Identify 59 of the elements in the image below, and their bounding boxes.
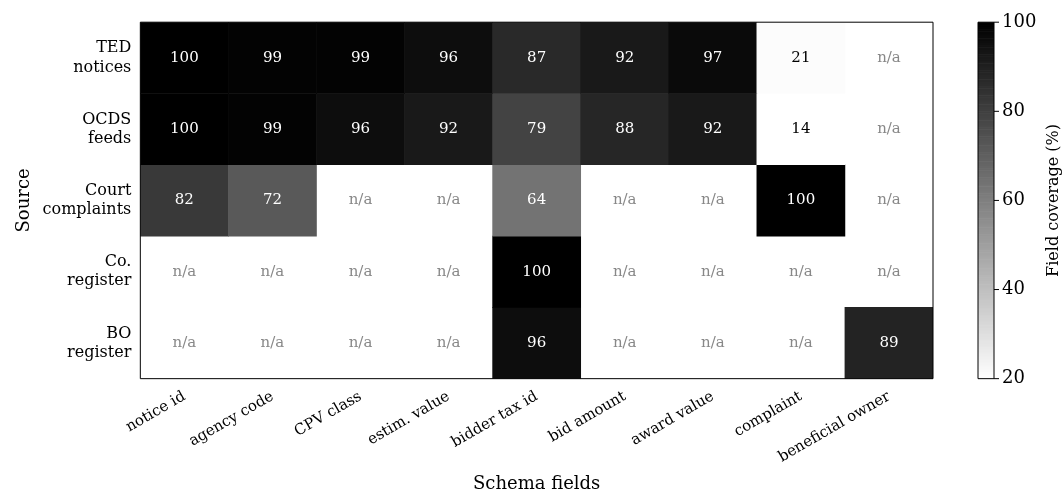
color-bar-label: 60: [1002, 188, 1025, 210]
data-label: 72: [262, 190, 282, 209]
data-label: 100: [170, 119, 199, 138]
color-bar-label: 100: [1002, 9, 1037, 31]
text: n/a: [877, 119, 901, 138]
data-label: 99: [262, 119, 282, 138]
data-label: 96: [350, 119, 371, 138]
y-tick-label: OCDS feeds: [82, 108, 132, 147]
text: n/a: [789, 261, 813, 280]
data-label: 88: [615, 119, 635, 138]
text: n/a: [348, 332, 373, 351]
text: n/a: [260, 261, 285, 280]
text: n/a: [612, 190, 637, 209]
text: n/a: [348, 261, 373, 280]
y-tick-label: BO register: [67, 322, 132, 361]
text: n/a: [700, 332, 725, 351]
text: n/a: [436, 332, 461, 351]
text: n/a: [877, 190, 901, 209]
data-label: 79: [527, 119, 547, 138]
data-label: 92: [703, 119, 723, 138]
data-label: 89: [879, 332, 899, 351]
data-label: 99: [262, 47, 282, 66]
data-label: 92: [615, 47, 635, 66]
color-bar-label: 20: [1002, 366, 1025, 388]
text: n/a: [700, 261, 725, 280]
x-tick-label: CPV class: [290, 386, 365, 440]
y-axis-title: Source: [12, 168, 34, 233]
text: n/a: [700, 190, 725, 209]
data-label: 87: [527, 47, 547, 66]
text: n/a: [612, 261, 637, 280]
x-axis-title: Schema fields: [472, 471, 601, 493]
data-label: 96: [527, 332, 547, 351]
data-label: 100: [170, 47, 199, 66]
data-label: 21: [791, 47, 811, 66]
text: n/a: [789, 332, 813, 351]
text: n/a: [436, 261, 461, 280]
y-tick-label: TED notices: [73, 37, 132, 76]
color-bar-title: Field coverage (%): [1043, 123, 1063, 277]
data-label: 96: [439, 47, 459, 66]
text: n/a: [436, 190, 461, 209]
data-label: 64: [527, 190, 547, 209]
data-label: 97: [703, 47, 723, 66]
text: n/a: [612, 332, 637, 351]
text: n/a: [877, 261, 901, 280]
y-tick-label: Court complaints: [42, 179, 132, 219]
data-label: 100: [786, 190, 816, 209]
text: n/a: [172, 332, 197, 351]
text: n/a: [348, 190, 373, 209]
data-label: 99: [350, 47, 371, 66]
data-label: 82: [174, 190, 194, 209]
color-bar-label: 40: [1002, 277, 1025, 299]
color-bar-label: 80: [1002, 98, 1025, 120]
data-label: 14: [791, 119, 811, 138]
text: n/a: [172, 261, 197, 280]
y-tick-label: Co. register: [67, 251, 132, 290]
text: n/a: [260, 332, 285, 351]
text: n/a: [877, 47, 901, 66]
data-label: 92: [439, 119, 459, 138]
data-label: 100: [522, 261, 551, 280]
